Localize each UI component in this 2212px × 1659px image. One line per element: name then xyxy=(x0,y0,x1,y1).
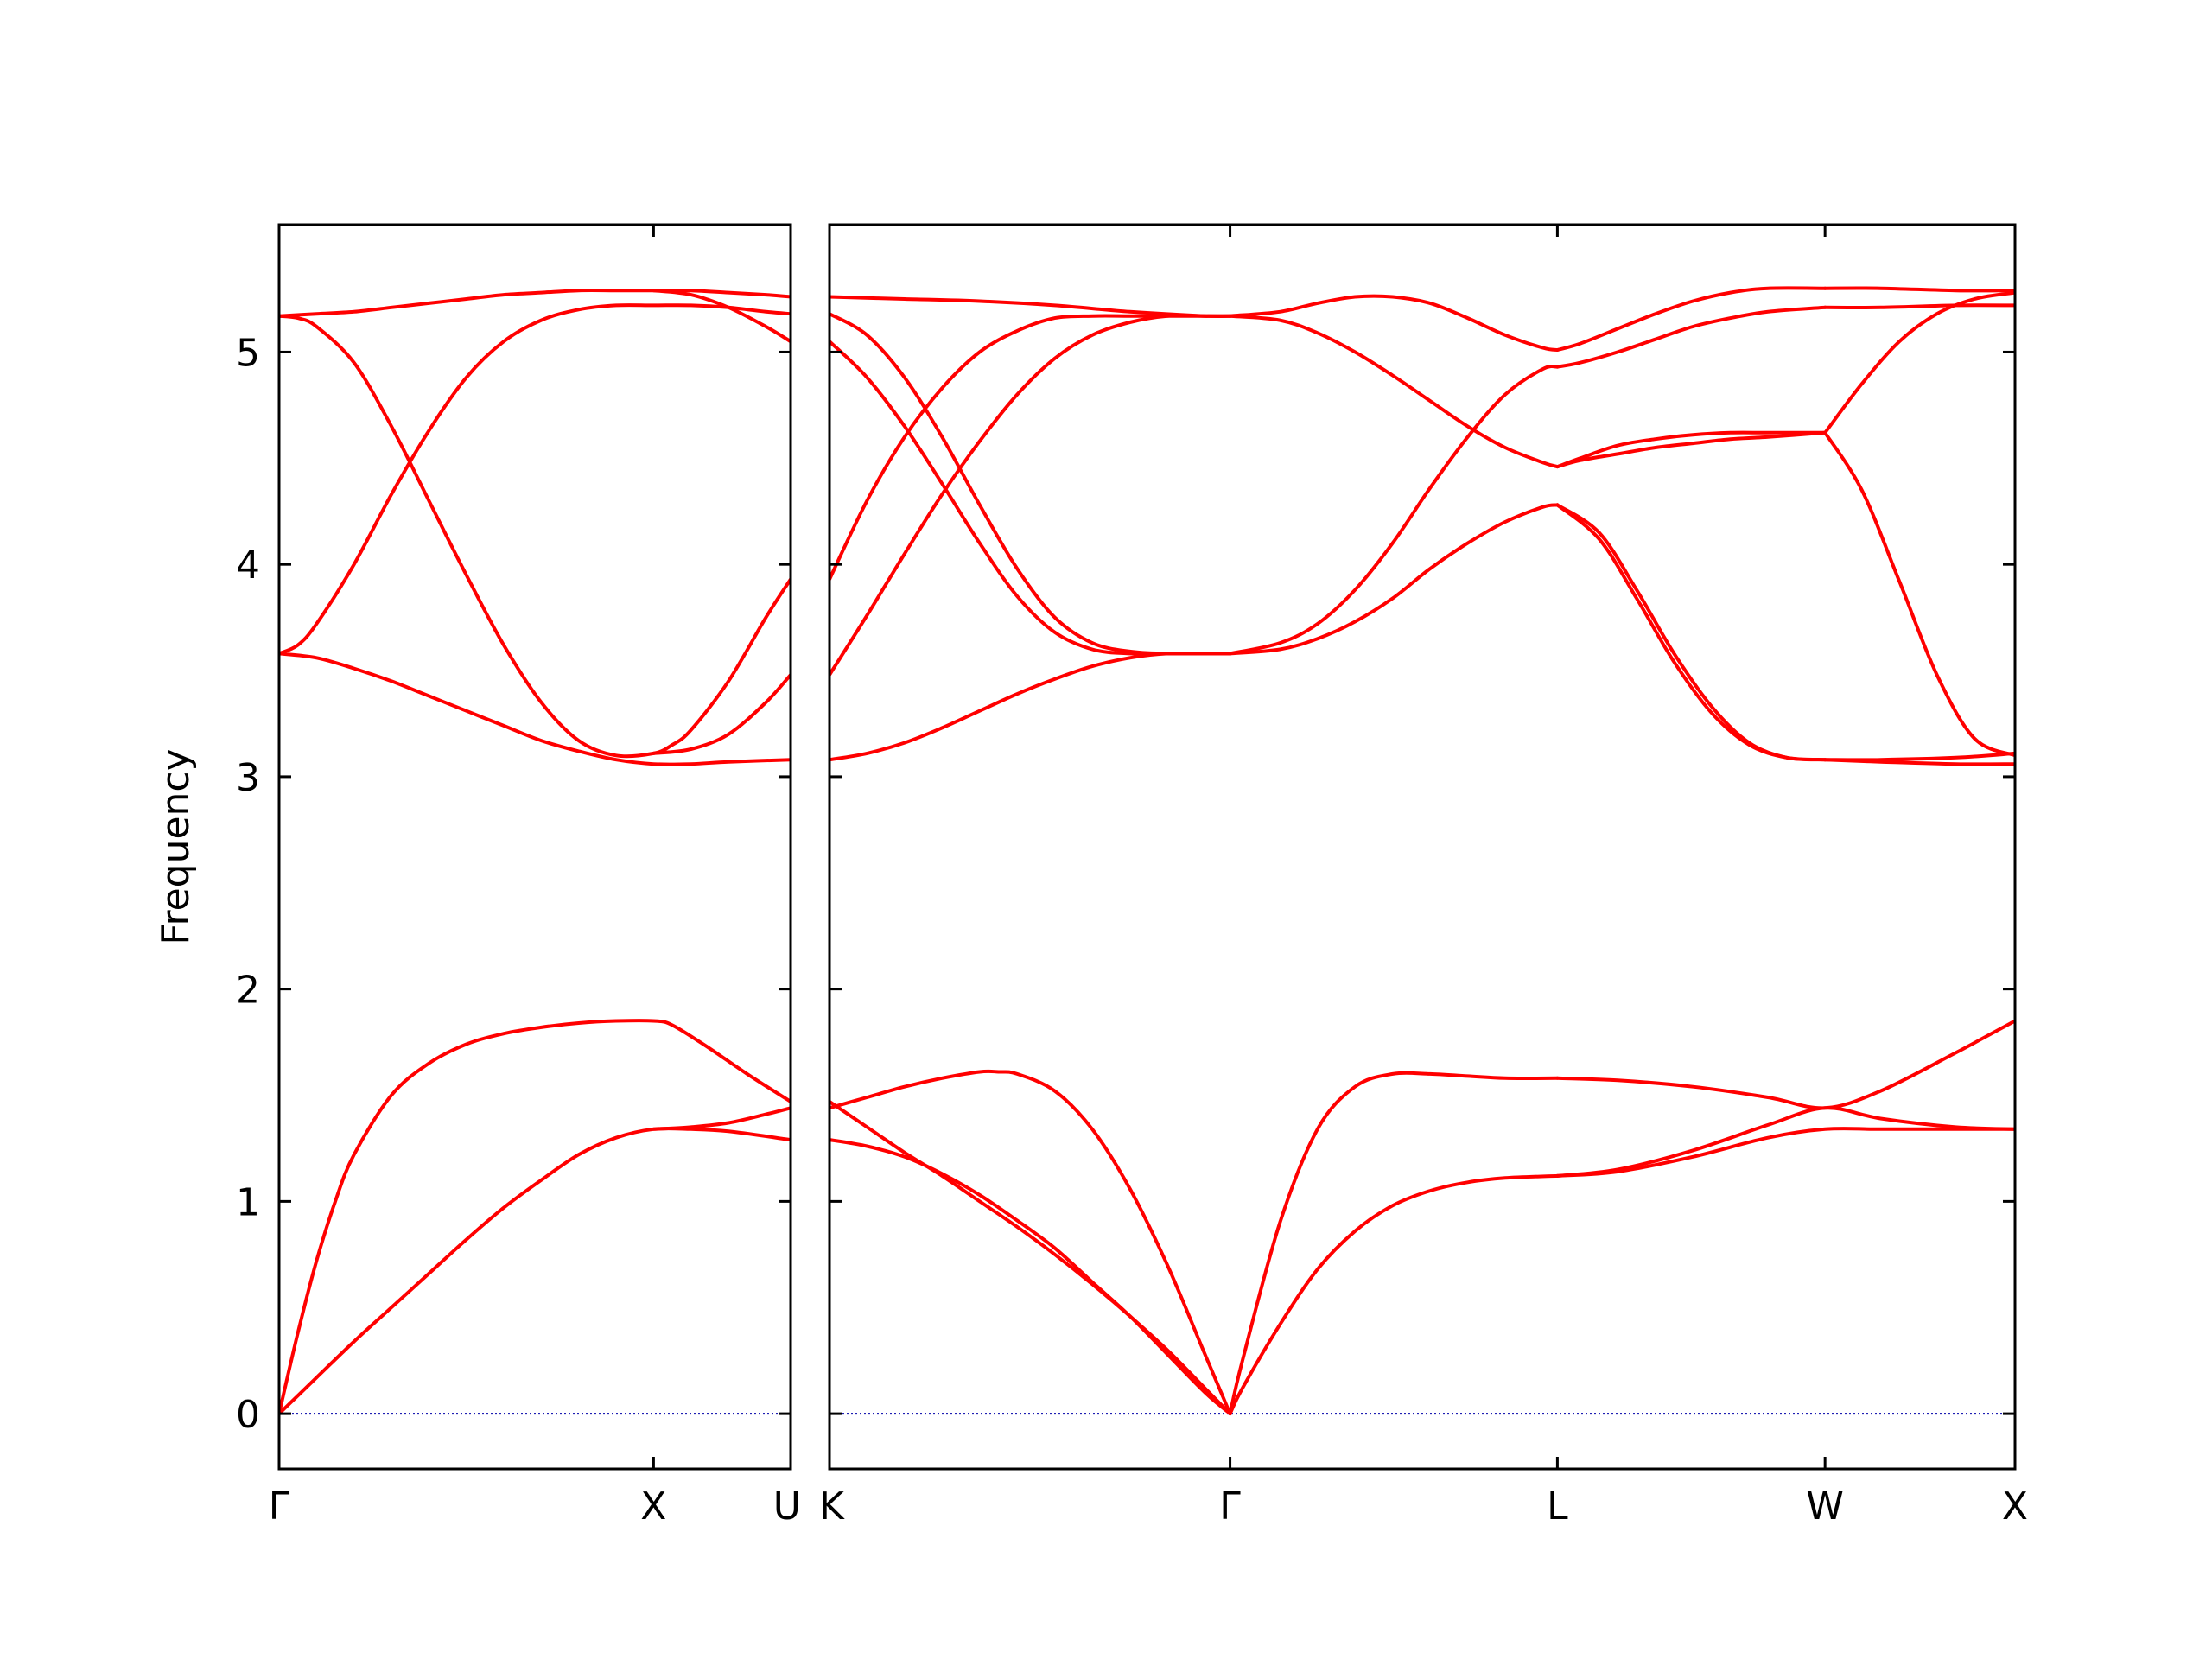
band-line-11 xyxy=(830,314,1232,582)
band-line-3 xyxy=(652,1106,791,1131)
band-line-17 xyxy=(1228,314,1560,469)
band-line-15 xyxy=(1228,503,1560,656)
band-line-3 xyxy=(830,1069,1232,1416)
band-line-10 xyxy=(830,314,1232,677)
band-line-7 xyxy=(652,673,791,755)
band-line-9 xyxy=(652,289,791,344)
band-line-12 xyxy=(830,340,1232,656)
y-axis-title: Frequency xyxy=(154,748,198,944)
x-tick-label: Γ xyxy=(269,1484,290,1529)
band-line-9 xyxy=(830,652,1232,762)
y-tick-label: 3 xyxy=(236,756,260,800)
band-line-16 xyxy=(1228,365,1560,656)
band-line-22 xyxy=(1555,430,1827,469)
x-tick-label: L xyxy=(1547,1484,1568,1529)
x-tick-label: X xyxy=(2002,1484,2028,1529)
band-line-4 xyxy=(279,652,791,766)
band-line-8 xyxy=(279,289,791,318)
band-line-21 xyxy=(1555,430,1827,469)
y-tick-label: 5 xyxy=(236,331,260,375)
band-line-5 xyxy=(1228,1071,1560,1416)
y-tick-label: 0 xyxy=(236,1393,260,1437)
band-line-27 xyxy=(1823,430,2015,758)
band-line-30 xyxy=(1823,286,2015,293)
band-line-18 xyxy=(1228,294,1560,352)
y-tick-label: 1 xyxy=(236,1180,260,1224)
band-line-1 xyxy=(279,1126,791,1416)
plot-frame xyxy=(828,223,2017,1471)
band-line-7 xyxy=(1555,1106,2015,1178)
x-tick-label: W xyxy=(1806,1484,1844,1529)
band-line-6 xyxy=(1555,1127,2015,1178)
band-line-5 xyxy=(279,303,791,656)
band-line-14 xyxy=(830,295,1232,319)
x-tick-label: X xyxy=(640,1484,666,1529)
x-tick-label: U xyxy=(773,1484,801,1529)
band-line-25 xyxy=(1823,751,2015,762)
band-line-1 xyxy=(830,1138,1232,1416)
y-tick-label: 2 xyxy=(236,969,260,1013)
band-line-19 xyxy=(1555,503,1827,762)
band-line-20 xyxy=(1555,503,1827,762)
band-line-6 xyxy=(279,314,791,759)
band-line-23 xyxy=(1555,305,1827,369)
left-panel: 0 1 2 3 4 5 Γ X U xyxy=(236,223,801,1529)
x-tick-label: K xyxy=(819,1484,845,1529)
band-line-28 xyxy=(1823,290,2015,435)
y-tick-label: 4 xyxy=(236,543,260,588)
band-line-24 xyxy=(1555,286,1827,352)
band-line-29 xyxy=(1823,303,2015,309)
x-tick-label: Γ xyxy=(1219,1484,1241,1529)
band-line-8 xyxy=(1555,1019,2015,1110)
band-line-4 xyxy=(1228,1173,1560,1416)
plot-frame xyxy=(277,223,792,1471)
band-line-2 xyxy=(830,1099,1232,1416)
band-line-2 xyxy=(279,1019,791,1416)
band-line-13 xyxy=(830,312,1232,656)
band-line-26 xyxy=(1823,758,2015,766)
